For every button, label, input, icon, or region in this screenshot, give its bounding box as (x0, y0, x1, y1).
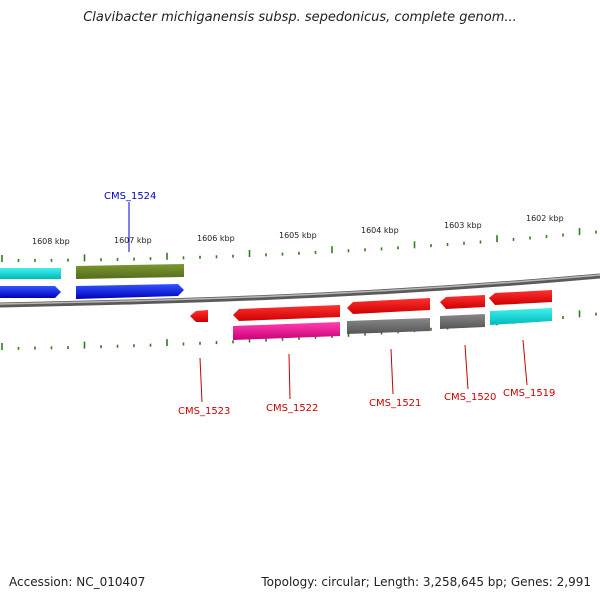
gene-label-cms-1520[interactable]: CMS_1520 (444, 392, 496, 403)
scale-label-1605: 1605 kbp (279, 231, 317, 240)
scale-label-1604: 1604 kbp (361, 226, 399, 235)
upper-tick-ring (1, 228, 597, 262)
gene-label-cms-1522[interactable]: CMS_1522 (266, 403, 318, 414)
topology-summary: Topology: circular; Length: 3,258,645 bp… (261, 575, 591, 589)
cog-feature-gray-1[interactable] (347, 318, 430, 334)
cds-cms-1520[interactable] (440, 295, 485, 309)
cog-feature-cyan-right[interactable] (490, 308, 552, 325)
cds-cms-1523[interactable] (190, 310, 208, 322)
scale-label-1607: 1607 kbp (114, 236, 152, 245)
map-title: Clavibacter michiganensis subsp. sepedon… (83, 10, 517, 25)
genome-backbone (0, 273, 600, 308)
cog-feature-cyan-left[interactable] (0, 268, 61, 279)
leader-cms-1523 (199, 357, 203, 403)
leader-cms-1520 (464, 344, 469, 390)
scale-label-1608: 1608 kbp (32, 237, 70, 246)
gene-label-cms-1519[interactable]: CMS_1519 (503, 388, 555, 399)
cds-cms-1522[interactable] (233, 305, 340, 321)
gene-label-cms-1524[interactable]: CMS_1524 (104, 191, 156, 202)
cds-cms-1521[interactable] (347, 298, 430, 314)
cds-cms-1519[interactable] (489, 290, 552, 305)
accession-text: Accession: NC_010407 (9, 575, 146, 589)
genome-backbone-highlight (0, 274, 600, 305)
scale-label-1602: 1602 kbp (526, 214, 564, 223)
cog-feature-magenta[interactable] (233, 322, 340, 340)
leader-cms-1519 (522, 339, 528, 386)
cds-forward-left[interactable] (0, 286, 61, 298)
cog-feature-gray-2[interactable] (440, 314, 485, 329)
leader-cms-1521 (390, 348, 394, 395)
leader-cms-1522 (288, 353, 291, 400)
gene-label-cms-1521[interactable]: CMS_1521 (369, 398, 421, 409)
gene-label-cms-1523[interactable]: CMS_1523 (178, 406, 230, 417)
scale-label-1603: 1603 kbp (444, 221, 482, 230)
scale-label-1606: 1606 kbp (197, 234, 235, 243)
cds-cms-1524[interactable] (76, 284, 184, 299)
cog-feature-olive[interactable] (76, 264, 184, 279)
